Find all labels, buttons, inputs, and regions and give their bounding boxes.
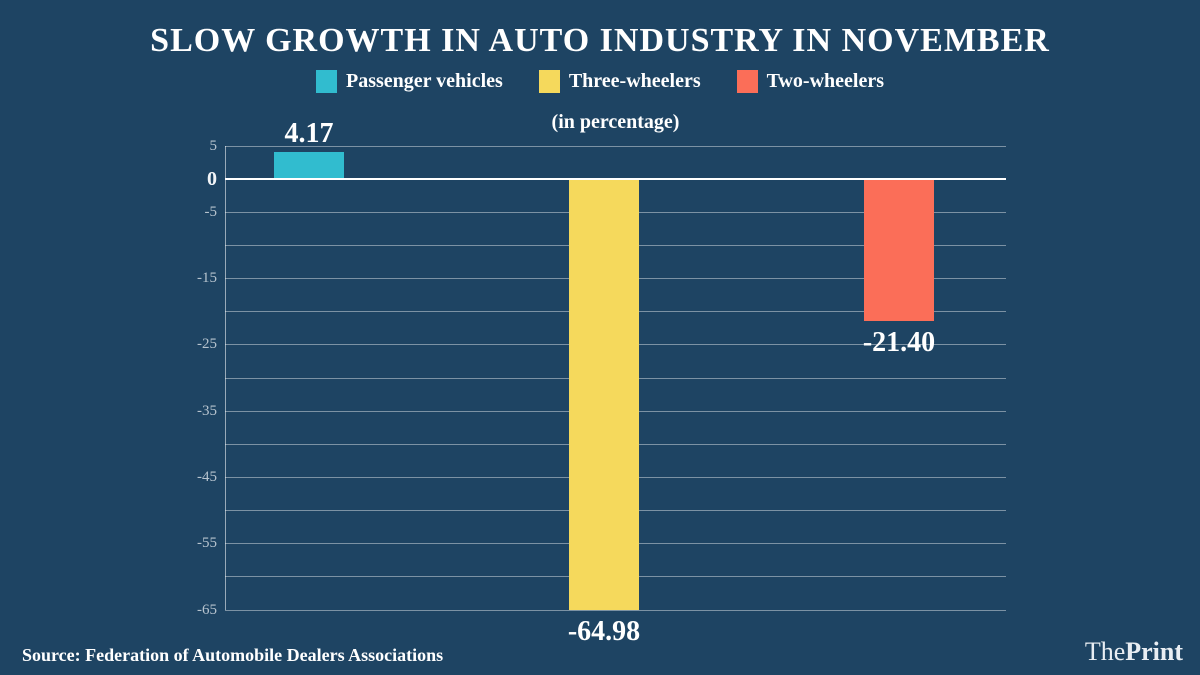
legend-item: Two-wheelers — [736, 70, 884, 93]
bar-value-label: -21.40 — [862, 326, 936, 358]
y-tick-label: 0 — [207, 168, 217, 191]
legend-item: Passenger vehicles — [315, 70, 503, 93]
legend-label: Passenger vehicles — [345, 70, 503, 92]
legend-label: Two-wheelers — [766, 70, 884, 92]
bar-value-label: 4.17 — [284, 117, 334, 149]
legend-swatch — [315, 70, 337, 93]
legend-swatch — [538, 70, 560, 93]
y-axis-line — [225, 146, 226, 610]
legend-label: Three-wheelers — [568, 70, 701, 92]
y-tick-label: -55 — [197, 535, 217, 552]
bar-three-wheelers — [569, 179, 639, 610]
y-tick-label: -15 — [197, 270, 217, 287]
legend-item: Three-wheelers — [538, 70, 701, 93]
y-tick-label: -65 — [197, 601, 217, 618]
y-tick-label: -25 — [197, 336, 217, 353]
bar-passenger-vehicles — [274, 151, 344, 180]
bar-value-label: -64.98 — [567, 615, 641, 647]
brand-logo-print: Print — [1125, 637, 1183, 666]
y-tick-label: -5 — [204, 203, 218, 220]
source-text: Source: Federation of Automobile Dealers… — [22, 645, 444, 665]
zero-baseline — [225, 177, 1006, 181]
y-tick-label: -45 — [197, 468, 217, 485]
y-tick-label: -35 — [197, 402, 217, 419]
chart-title: SLOW GROWTH IN AUTO INDUSTRY IN NOVEMBER — [150, 22, 1050, 59]
brand-logo-the: The — [1084, 637, 1126, 666]
bar-two-wheelers — [864, 179, 934, 321]
y-tick-label: 5 — [209, 137, 218, 154]
chart-subtitle: (in percentage) — [551, 111, 680, 133]
gridline — [225, 145, 1006, 147]
legend-swatch — [736, 70, 758, 93]
gridline — [225, 609, 1006, 611]
brand-logo: ThePrint — [1085, 637, 1183, 667]
legend: Passenger vehicles Three-wheelers Two-whee… — [0, 70, 1200, 93]
